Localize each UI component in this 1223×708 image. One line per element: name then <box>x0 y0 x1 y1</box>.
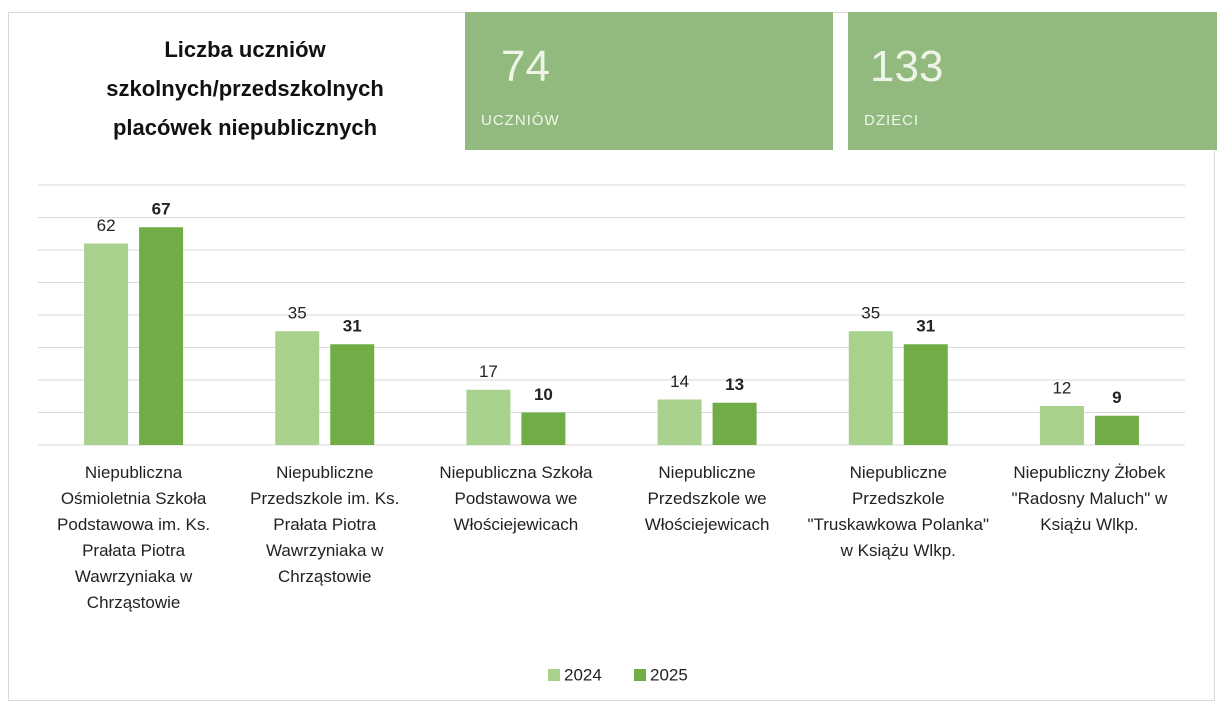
data-label: 35 <box>288 304 307 323</box>
x-tick-label: Niepubliczna Szkoła Podstawowa we Włości… <box>439 463 593 534</box>
x-tick-label: Niepubliczne Przedszkole im. Ks. Prałata… <box>250 463 400 586</box>
legend-label: 2025 <box>650 665 688 684</box>
bar <box>275 331 320 445</box>
bar <box>848 331 893 445</box>
x-tick-label: Niepubliczna Ośmioletnia Szkoła Podstawo… <box>57 463 211 612</box>
x-tick-label: Niepubliczne Przedszkole we Włościejewic… <box>644 463 770 534</box>
bar <box>84 243 129 445</box>
data-label: 10 <box>534 385 553 404</box>
legend-swatch <box>634 669 646 681</box>
legend-swatch <box>548 669 560 681</box>
bar <box>466 389 511 445</box>
bar <box>903 344 948 445</box>
x-tick-label: Niepubliczny Żłobek "Radosny Maluch" w K… <box>1011 463 1168 534</box>
badge: 74 UCZNIÓW <box>465 12 833 150</box>
data-label: 31 <box>916 317 935 336</box>
chart-title: Liczba uczniów szkolnych/przedszkolnych … <box>106 37 384 140</box>
data-label: 17 <box>479 362 498 381</box>
data-label: 67 <box>152 200 171 219</box>
badge-label: DZIECI <box>864 112 920 129</box>
data-label: 35 <box>861 304 880 323</box>
legend-label: 2024 <box>564 665 602 684</box>
bar <box>657 399 702 445</box>
data-label: 13 <box>725 375 744 394</box>
bar <box>1094 415 1139 445</box>
x-tick-label: Niepubliczne Przedszkole "Truskawkowa Po… <box>807 463 989 560</box>
badge-value: 74 <box>501 42 550 91</box>
data-label: 62 <box>97 216 116 235</box>
data-label: 14 <box>670 372 689 391</box>
bar <box>139 227 184 445</box>
bar <box>1039 406 1084 445</box>
data-label: 31 <box>343 317 362 336</box>
bar <box>521 412 566 445</box>
badge: 133 DZIECI <box>848 12 1217 150</box>
bar <box>712 402 757 445</box>
data-label: 9 <box>1112 388 1121 407</box>
badge-value: 133 <box>870 42 944 91</box>
badge-label: UCZNIÓW <box>481 112 560 129</box>
data-label: 12 <box>1052 378 1071 397</box>
bar <box>330 344 375 445</box>
